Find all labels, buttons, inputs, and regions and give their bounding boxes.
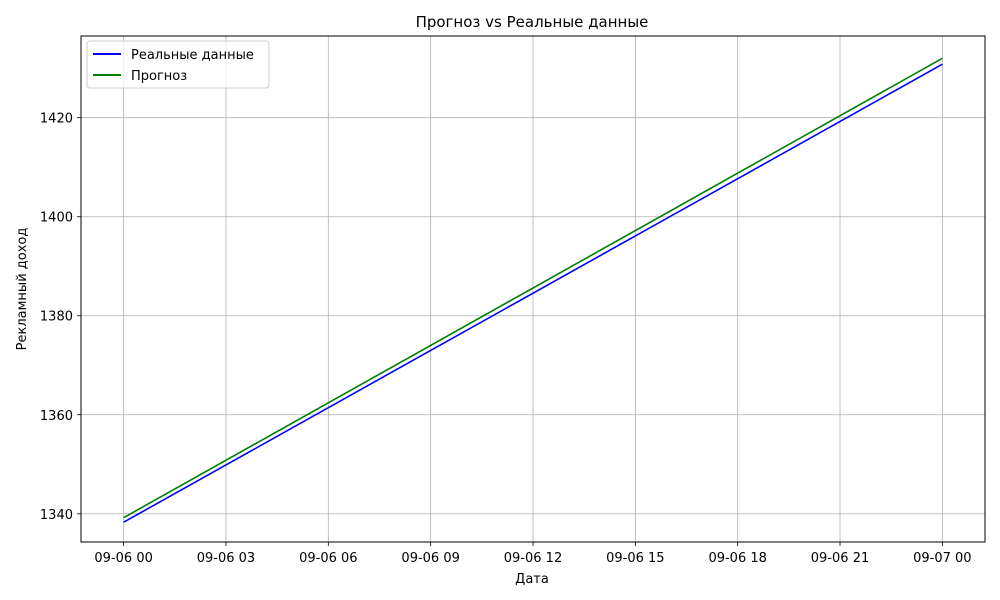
y-tick-label: 1400	[40, 211, 73, 226]
x-tick-label: 09-07 00	[913, 551, 971, 566]
y-axis-title: Рекламный доход	[15, 228, 30, 351]
x-axis-title: Дата	[515, 572, 549, 587]
series-line-1	[123, 57, 943, 519]
y-axis-ticks: 1340 1360 1380 1400 1420	[40, 112, 81, 523]
legend-box	[86, 40, 270, 89]
y-tick-label: 1360	[40, 409, 73, 424]
legend: Реальные данные Прогноз	[86, 40, 270, 89]
grid	[81, 36, 985, 542]
series-line-0	[123, 63, 943, 523]
x-tick-label: 09-06 21	[811, 551, 869, 566]
chart-title: Прогноз vs Реальные данные	[416, 13, 649, 31]
legend-label-actual: Реальные данные	[131, 48, 254, 63]
y-tick-label: 1420	[40, 112, 73, 127]
x-tick-label: 09-06 15	[606, 551, 664, 566]
x-tick-label: 09-06 18	[708, 551, 766, 566]
x-tick-label: 09-06 09	[401, 551, 459, 566]
x-tick-label: 09-06 12	[504, 551, 562, 566]
x-axis-ticks: 09-06 00 09-06 03 09-06 06 09-06 09 09-06 12…	[94, 542, 972, 566]
x-tick-label: 09-06 06	[299, 551, 357, 566]
x-tick-label: 09-06 03	[197, 551, 255, 566]
legend-label-forecast: Прогноз	[131, 69, 187, 84]
y-tick-label: 1380	[40, 310, 73, 325]
y-tick-label: 1340	[40, 508, 73, 523]
x-tick-label: 09-06 00	[94, 551, 152, 566]
series-lines	[123, 57, 943, 523]
